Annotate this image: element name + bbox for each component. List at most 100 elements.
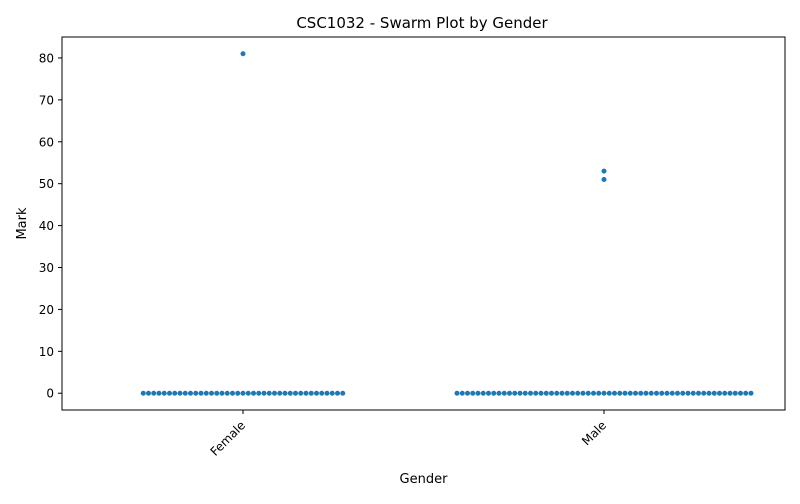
data-point xyxy=(533,390,539,396)
data-point xyxy=(501,390,507,396)
data-point xyxy=(601,176,607,182)
y-tick-label: 80 xyxy=(39,51,54,65)
data-point xyxy=(543,390,549,396)
data-point xyxy=(261,390,267,396)
data-point xyxy=(622,390,628,396)
data-point xyxy=(522,390,528,396)
data-point xyxy=(633,390,638,396)
data-point xyxy=(591,390,596,396)
y-tick-label: 60 xyxy=(39,135,54,149)
data-point xyxy=(580,390,586,396)
data-point xyxy=(549,390,554,396)
data-point xyxy=(585,390,591,396)
data-point xyxy=(240,390,246,396)
data-point xyxy=(528,390,533,396)
data-point xyxy=(507,390,512,396)
data-point xyxy=(669,390,675,396)
data-point xyxy=(601,390,607,396)
data-point xyxy=(182,390,188,396)
data-point xyxy=(161,390,167,396)
data-point xyxy=(512,390,518,396)
data-point xyxy=(554,390,560,396)
data-point xyxy=(287,390,293,396)
data-point xyxy=(475,390,481,396)
data-point xyxy=(245,390,251,396)
data-point xyxy=(140,390,146,396)
data-point xyxy=(486,390,491,396)
data-point xyxy=(193,390,199,396)
data-point xyxy=(314,390,319,396)
data-point xyxy=(203,390,209,396)
data-point xyxy=(167,390,172,396)
data-point xyxy=(743,390,749,396)
x-axis-label: Gender xyxy=(400,472,449,487)
plot-frame xyxy=(61,36,786,411)
data-point xyxy=(722,390,728,396)
data-point xyxy=(596,390,602,396)
data-point xyxy=(748,390,754,396)
data-point xyxy=(266,390,272,396)
data-point xyxy=(732,390,738,396)
data-point xyxy=(230,390,235,396)
data-point xyxy=(298,390,304,396)
y-tick-label: 40 xyxy=(39,219,54,233)
chart-title: CSC1032 - Swarm Plot by Gender xyxy=(296,14,548,32)
data-point xyxy=(690,390,696,396)
y-tick-label: 20 xyxy=(39,303,54,317)
data-point xyxy=(198,390,204,396)
data-point xyxy=(711,390,717,396)
data-point xyxy=(727,390,733,396)
x-tick-label: Female xyxy=(208,418,249,459)
data-point xyxy=(214,390,220,396)
data-point xyxy=(340,390,346,396)
data-point xyxy=(491,390,497,396)
data-point xyxy=(617,390,623,396)
y-tick-label: 10 xyxy=(39,345,54,359)
y-axis: 0 10 20 30 40 50 60 70 80 xyxy=(39,51,62,401)
data-point xyxy=(272,390,277,396)
data-point xyxy=(675,390,680,396)
data-point xyxy=(329,390,335,396)
data-point xyxy=(324,390,330,396)
data-point xyxy=(454,390,460,396)
data-point xyxy=(308,390,314,396)
data-point xyxy=(696,390,701,396)
data-point xyxy=(156,390,162,396)
data-point xyxy=(188,390,193,396)
data-point xyxy=(706,390,712,396)
data-point xyxy=(496,390,502,396)
data-point xyxy=(470,390,476,396)
data-point xyxy=(465,390,470,396)
data-point xyxy=(251,390,256,396)
data-point xyxy=(538,390,544,396)
data-points xyxy=(140,51,754,396)
data-point xyxy=(235,390,241,396)
data-point xyxy=(685,390,691,396)
data-point xyxy=(659,390,665,396)
data-point xyxy=(219,390,225,396)
data-point xyxy=(559,390,565,396)
data-point xyxy=(224,390,230,396)
data-point xyxy=(643,390,649,396)
data-point xyxy=(717,390,722,396)
x-axis: Female Male xyxy=(208,410,609,459)
data-point xyxy=(701,390,707,396)
data-point xyxy=(612,390,617,396)
data-point xyxy=(459,390,465,396)
data-point xyxy=(738,390,743,396)
data-point xyxy=(601,168,607,174)
data-point xyxy=(209,390,214,396)
data-point xyxy=(319,390,325,396)
y-tick-label: 50 xyxy=(39,177,54,191)
data-point xyxy=(146,390,151,396)
y-tick-label: 30 xyxy=(39,261,54,275)
data-point xyxy=(648,390,654,396)
data-point xyxy=(627,390,633,396)
data-point xyxy=(335,390,340,396)
data-point xyxy=(282,390,288,396)
data-point xyxy=(277,390,283,396)
data-point xyxy=(638,390,644,396)
data-point xyxy=(177,390,183,396)
